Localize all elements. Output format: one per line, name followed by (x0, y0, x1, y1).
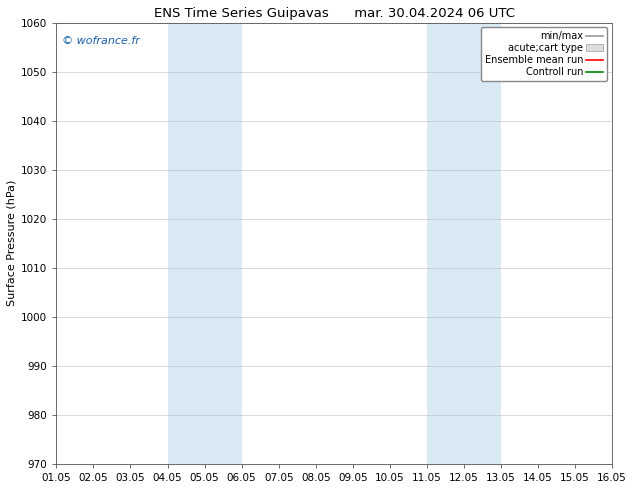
Legend: min/max, acute;cart type, Ensemble mean run, Controll run: min/max, acute;cart type, Ensemble mean … (481, 27, 607, 81)
Bar (167, 23, 242, 464)
Title: ENS Time Series Guipavas      mar. 30.04.2024 06 UTC: ENS Time Series Guipavas mar. 30.04.2024… (154, 7, 515, 20)
Y-axis label: Surface Pressure (hPa): Surface Pressure (hPa) (7, 180, 17, 306)
Bar (427, 23, 501, 464)
Text: © wofrance.fr: © wofrance.fr (62, 36, 140, 46)
